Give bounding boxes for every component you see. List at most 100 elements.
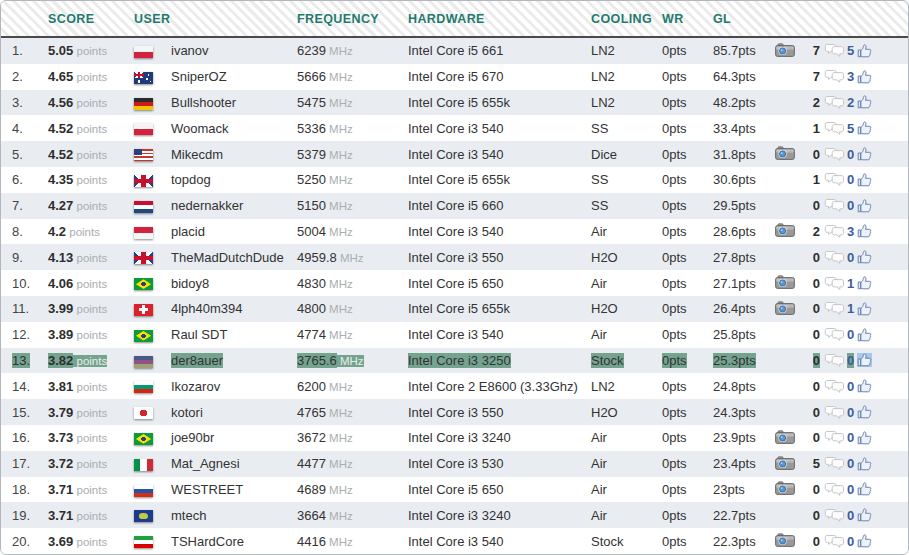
column-header-gl[interactable]: GL [713,12,775,26]
thumbs-up-icon[interactable] [857,379,872,393]
username-link[interactable]: joe90br [171,430,214,445]
speech-bubbles-icon[interactable] [824,327,845,342]
camera-icon[interactable] [775,43,795,57]
username-link[interactable]: mtech [171,508,206,523]
like-count: 0 [847,534,854,549]
thumbs-up-icon[interactable] [857,121,872,135]
table-row[interactable]: 19. 3.71 points mtech 3664 MHz Intel Cor… [1,502,908,528]
table-row[interactable]: 8. 4.2 points placid 5004 MHz Intel Core… [1,219,908,245]
username-link[interactable]: TSHardCore [171,534,244,549]
username-link[interactable]: WESTREET [171,482,243,497]
speech-bubbles-icon[interactable] [824,121,845,136]
camera-icon[interactable] [775,533,795,547]
table-row[interactable]: 1. 5.05 points ivanov 6239 MHz Intel Cor… [1,38,908,64]
column-header-frequency[interactable]: FREQUENCY [297,12,408,26]
username-link[interactable]: Ikozarov [171,379,220,394]
speech-bubbles-icon[interactable] [824,456,845,471]
table-row[interactable]: 14. 3.81 points Ikozarov 6200 MHz Intel … [1,373,908,399]
table-row[interactable]: 13. 3.82 points der8auer 3765.6 MHz Inte… [1,348,908,374]
username-link[interactable]: bidoy8 [171,276,209,291]
thumbs-up-icon[interactable] [857,353,872,367]
table-row[interactable]: 20. 3.69 points TSHardCore 4416 MHz Inte… [1,528,908,554]
column-header-hardware[interactable]: HARDWARE [408,12,591,26]
thumbs-up-icon[interactable] [857,482,872,496]
camera-icon[interactable] [775,146,795,160]
table-row[interactable]: 2. 4.65 points SniperOZ 5666 MHz Intel C… [1,64,908,90]
thumbs-up-icon[interactable] [857,173,872,187]
thumbs-up-icon[interactable] [857,328,872,342]
table-row[interactable]: 4. 4.52 points Woomack 5336 MHz Intel Co… [1,115,908,141]
table-row[interactable]: 9. 4.13 points TheMadDutchDude 4959.8 MH… [1,244,908,270]
username-link[interactable]: placid [171,224,205,239]
speech-bubbles-icon[interactable] [824,482,845,497]
column-header-cooling[interactable]: COOLING [591,12,662,26]
speech-bubbles-icon[interactable] [824,430,845,445]
like-count: 0 [847,405,854,420]
username-link[interactable]: Bullshooter [171,95,236,110]
user-cell: placid [171,224,297,239]
thumbs-up-icon[interactable] [857,431,872,445]
username-link[interactable]: Mikecdm [171,147,223,162]
gl-points-cell: 31.8pts [713,147,775,162]
username-link[interactable]: Raul SDT [171,327,227,342]
speech-bubbles-icon[interactable] [824,353,845,368]
username-link[interactable]: SniperOZ [171,69,227,84]
table-row[interactable]: 12. 3.89 points Raul SDT 4774 MHz Intel … [1,322,908,348]
thumbs-up-icon[interactable] [857,405,872,419]
table-row[interactable]: 10. 4.06 points bidoy8 4830 MHz Intel Co… [1,270,908,296]
speech-bubbles-icon[interactable] [824,224,845,239]
camera-icon[interactable] [775,223,795,237]
username-link[interactable]: Woomack [171,121,229,136]
speech-bubbles-icon[interactable] [824,301,845,316]
username-link[interactable]: kotori [171,405,203,420]
thumbs-up-icon[interactable] [857,302,872,316]
camera-icon[interactable] [775,301,795,315]
username-link[interactable]: der8auer [171,353,223,368]
table-row[interactable]: 5. 4.52 points Mikecdm 5379 MHz Intel Co… [1,141,908,167]
speech-bubbles-icon[interactable] [824,95,845,110]
camera-icon[interactable] [775,456,795,470]
thumbs-up-icon[interactable] [857,457,872,471]
username-link[interactable]: TheMadDutchDude [171,250,284,265]
speech-bubbles-icon[interactable] [824,276,845,291]
speech-bubbles-icon[interactable] [824,250,845,265]
username-link[interactable]: topdog [171,172,211,187]
speech-bubbles-icon[interactable] [824,43,845,58]
column-header-wr[interactable]: WR [662,12,713,26]
table-row[interactable]: 17. 3.72 points Mat_Agnesi 4477 MHz Inte… [1,451,908,477]
column-header-user[interactable]: USER [129,12,297,26]
speech-bubbles-icon[interactable] [824,147,845,162]
thumbs-up-icon[interactable] [857,147,872,161]
speech-bubbles-icon[interactable] [824,69,845,84]
thumbs-up-icon[interactable] [857,199,872,213]
speech-bubbles-icon[interactable] [824,534,845,549]
table-row[interactable]: 15. 3.79 points kotori 4765 MHz Intel Co… [1,399,908,425]
camera-icon[interactable] [775,430,795,444]
thumbs-up-icon[interactable] [857,224,872,238]
thumbs-up-icon[interactable] [857,95,872,109]
thumbs-up-icon[interactable] [857,70,872,84]
table-row[interactable]: 18. 3.71 points WESTREET 4689 MHz Intel … [1,477,908,503]
table-row[interactable]: 16. 3.73 points joe90br 3672 MHz Intel C… [1,425,908,451]
speech-bubbles-icon[interactable] [824,379,845,394]
speech-bubbles-icon[interactable] [824,198,845,213]
username-link[interactable]: nedernakker [171,198,243,213]
thumbs-up-icon[interactable] [857,250,872,264]
thumbs-up-icon[interactable] [857,276,872,290]
table-row[interactable]: 6. 4.35 points topdog 5250 MHz Intel Cor… [1,167,908,193]
speech-bubbles-icon[interactable] [824,172,845,187]
thumbs-up-icon[interactable] [857,44,872,58]
camera-icon[interactable] [775,275,795,289]
table-row[interactable]: 7. 4.27 points nedernakker 5150 MHz Inte… [1,193,908,219]
column-header-score[interactable]: SCORE [48,12,129,26]
thumbs-up-icon[interactable] [857,508,872,522]
speech-bubbles-icon[interactable] [824,405,845,420]
username-link[interactable]: ivanov [171,43,209,58]
table-row[interactable]: 11. 3.99 points 4lph40m394 4800 MHz Inte… [1,296,908,322]
username-link[interactable]: Mat_Agnesi [171,456,240,471]
table-row[interactable]: 3. 4.56 points Bullshooter 5475 MHz Inte… [1,90,908,116]
thumbs-up-icon[interactable] [857,534,872,548]
speech-bubbles-icon[interactable] [824,508,845,523]
camera-icon[interactable] [775,481,795,495]
username-link[interactable]: 4lph40m394 [171,301,243,316]
